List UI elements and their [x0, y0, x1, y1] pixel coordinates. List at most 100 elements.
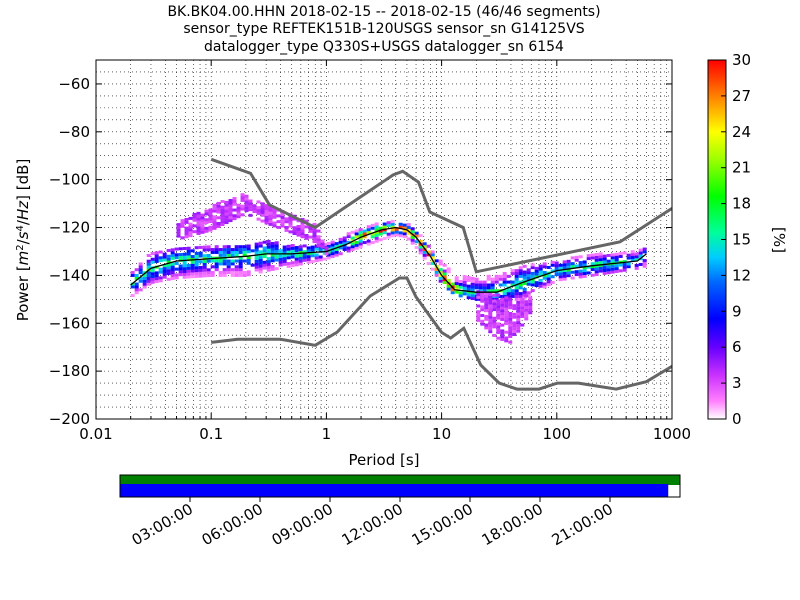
density-cell [446, 267, 451, 271]
density-cell [162, 272, 167, 276]
density-cell [582, 260, 587, 264]
density-cell [268, 211, 273, 215]
density-cell [188, 222, 193, 226]
density-cell [252, 204, 257, 208]
density-cell [618, 254, 623, 258]
density-cell [188, 225, 193, 229]
density-cell [518, 271, 523, 275]
density-cell [310, 245, 315, 249]
density-cell [476, 304, 481, 308]
density-cell [526, 291, 531, 295]
density-cell [494, 289, 499, 293]
density-cell [610, 267, 615, 271]
density-cell [226, 259, 231, 263]
density-cell [346, 246, 351, 250]
density-cell [504, 310, 509, 314]
density-cell [246, 261, 251, 265]
density-cell [322, 257, 327, 261]
density-cell [244, 206, 249, 210]
density-cell [290, 246, 295, 250]
density-cell [522, 264, 527, 268]
density-cell [558, 266, 563, 270]
density-cell [500, 332, 505, 336]
density-cell [238, 245, 243, 249]
density-cell [306, 252, 311, 256]
density-cell [194, 266, 199, 270]
density-cell [378, 226, 383, 230]
density-cell [516, 326, 521, 330]
density-cell [146, 276, 151, 280]
density-cell [162, 264, 167, 268]
density-cell [590, 267, 595, 271]
density-cell [574, 270, 579, 274]
density-cell [216, 224, 221, 228]
density-cell [196, 229, 201, 233]
density-cell [236, 206, 241, 210]
density-cell [212, 203, 217, 207]
density-cell [174, 261, 179, 265]
colorbar-tick-label: 15 [732, 231, 751, 249]
density-cell [492, 299, 497, 303]
density-cell [374, 239, 379, 243]
density-cell [300, 232, 305, 236]
density-cell [150, 269, 155, 273]
density-cell [248, 202, 253, 206]
density-cell [430, 261, 435, 265]
density-cell [498, 277, 503, 281]
density-cell [446, 270, 451, 274]
density-cell [466, 296, 471, 300]
density-cell [292, 229, 297, 233]
density-cell [504, 304, 509, 308]
density-cell [522, 276, 527, 280]
density-cell [338, 252, 343, 256]
density-cell [254, 256, 259, 260]
density-cell [242, 259, 247, 263]
x-tick-label: 10 [432, 425, 451, 443]
density-cell [226, 245, 231, 249]
density-cell [402, 226, 407, 230]
density-cell [500, 300, 505, 304]
density-cell [514, 271, 519, 275]
density-cell [610, 264, 615, 268]
density-cell [292, 231, 297, 235]
density-cell [226, 253, 231, 257]
density-cell [206, 248, 211, 252]
density-cell [184, 226, 189, 230]
density-cell [518, 286, 523, 290]
density-cell [262, 255, 267, 259]
density-cell [268, 217, 273, 221]
density-cell [264, 207, 269, 211]
density-cell [280, 218, 285, 222]
density-cell [176, 223, 181, 227]
density-cell [274, 249, 279, 253]
colorbar-tick-label: 3 [732, 374, 742, 392]
density-cell [474, 277, 479, 281]
density-cell [494, 280, 499, 284]
density-cell [492, 325, 497, 329]
density-cell [166, 257, 171, 261]
density-cell [594, 273, 599, 277]
density-cell [234, 273, 239, 277]
density-cell [504, 307, 509, 311]
density-cell [528, 296, 533, 300]
density-cell [614, 264, 619, 268]
density-cell [486, 274, 491, 278]
density-cell [146, 265, 151, 269]
density-cell [484, 323, 489, 327]
density-cell [278, 263, 283, 267]
x-tick-label: 0.1 [199, 425, 223, 443]
density-cell [508, 300, 513, 304]
density-cell [516, 323, 521, 327]
density-cell [326, 242, 331, 246]
y-tick-label: −60 [58, 75, 90, 93]
timeline-tick-label: 06:00:00 [199, 500, 266, 549]
density-cell [382, 236, 387, 240]
density-cell [196, 220, 201, 224]
density-cell [530, 266, 535, 270]
density-cell [238, 250, 243, 254]
density-cell [150, 260, 155, 264]
density-cell [276, 225, 281, 229]
density-cell [206, 245, 211, 249]
density-cell [220, 199, 225, 203]
density-cell [528, 308, 533, 312]
